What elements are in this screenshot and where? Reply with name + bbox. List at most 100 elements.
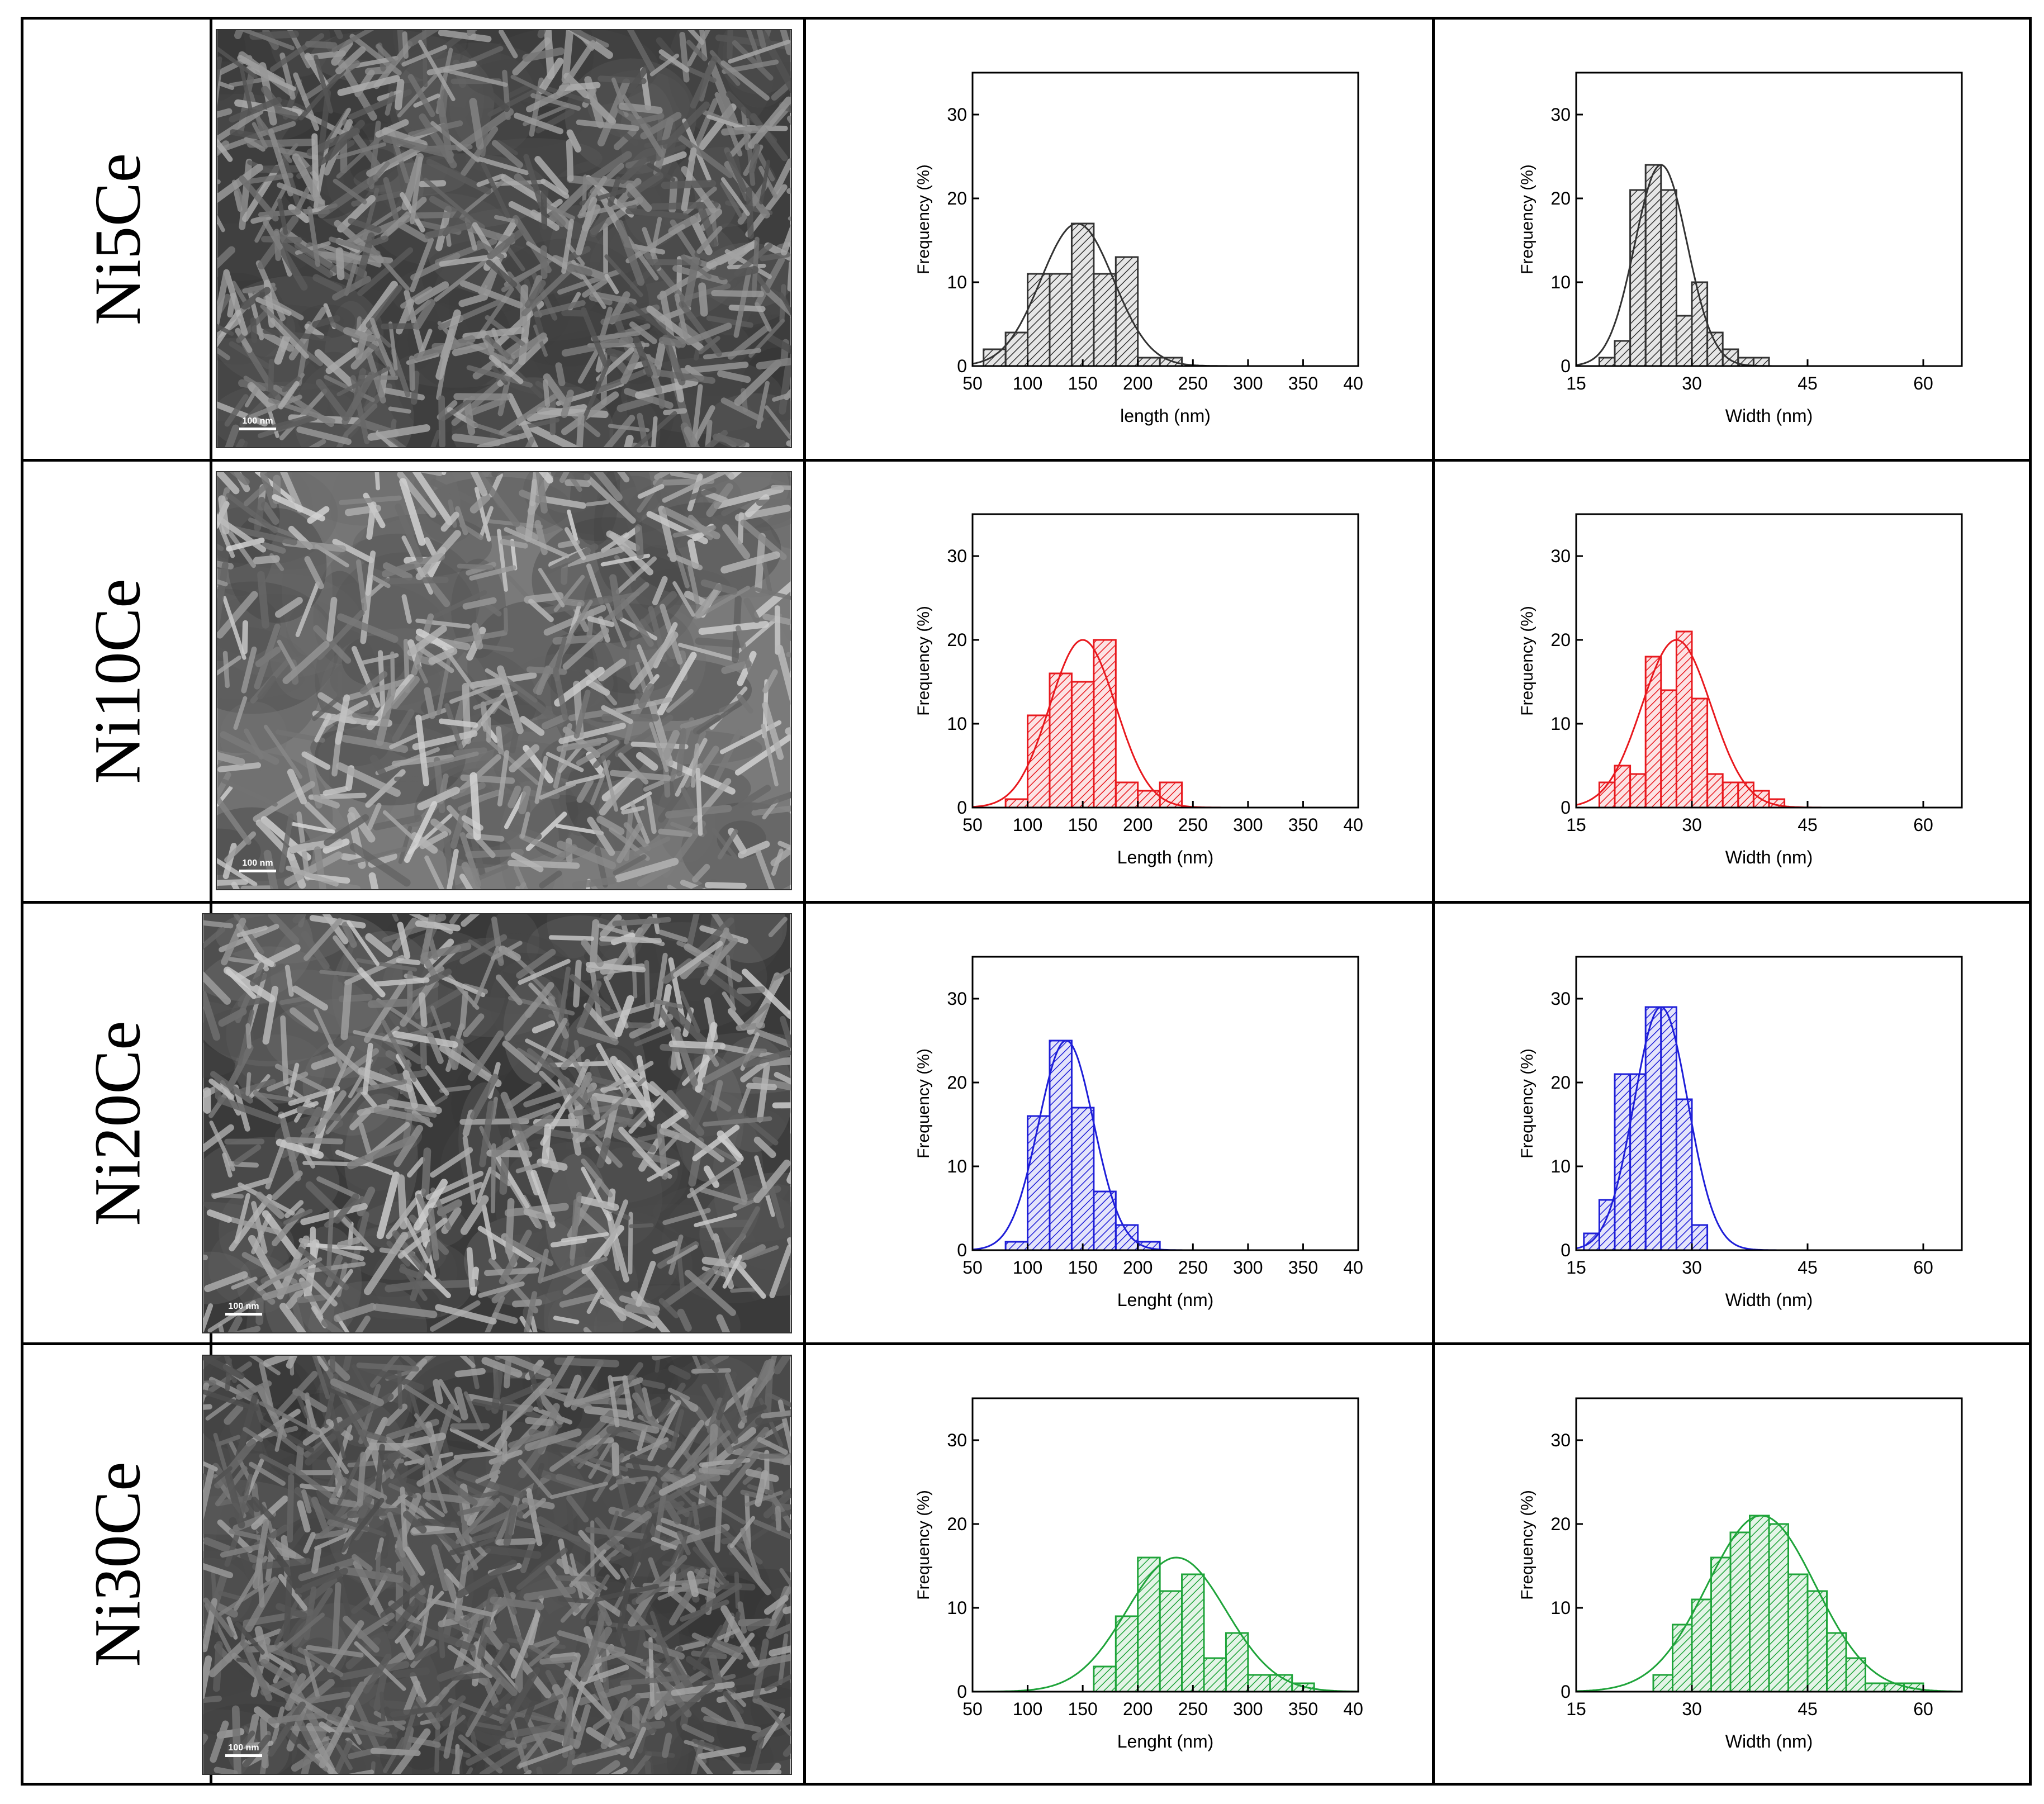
histogram-bar — [1660, 189, 1677, 367]
x-axis-label: Width (nm) — [1725, 1290, 1813, 1310]
histogram-bar — [1884, 1682, 1905, 1693]
histogram-bar — [1787, 1573, 1809, 1693]
histogram-bar — [1225, 1632, 1249, 1693]
histogram-bar — [1729, 1531, 1751, 1693]
x-tick-label: 350 — [1288, 1699, 1318, 1719]
x-axis-label: Width (nm) — [1725, 406, 1813, 426]
x-tick-label: 15 — [1566, 1257, 1586, 1278]
x-tick-label: 15 — [1566, 815, 1586, 835]
histogram-bar — [1181, 1573, 1205, 1693]
histogram-bar — [1598, 357, 1616, 367]
histogram-bar — [1247, 1674, 1271, 1693]
histogram-bar — [1865, 1682, 1886, 1693]
histogram-bar — [1629, 773, 1647, 809]
row-divider — [23, 901, 2029, 904]
y-tick-label: 20 — [1550, 1514, 1571, 1534]
plot-frame — [971, 1397, 1359, 1693]
y-tick-label: 0 — [957, 356, 967, 376]
histogram-bar — [1049, 273, 1073, 367]
sem-texture — [203, 914, 791, 1332]
y-tick-label: 30 — [1550, 1430, 1571, 1450]
histogram-bar — [1614, 765, 1632, 809]
histogram-bar — [1644, 656, 1662, 809]
histogram-length-ni30ce: 50 100 150 200 250 300 350 400 0 10 20 30 Lenght (nm… — [914, 1397, 1364, 1751]
y-tick-label: 0 — [957, 1240, 967, 1260]
sem-micrograph: 100 nm — [216, 29, 792, 448]
x-axis-label: length (nm) — [1120, 406, 1211, 426]
x-tick-label: 60 — [1913, 815, 1933, 835]
x-tick-label: 15 — [1566, 373, 1586, 393]
y-tick-label: 20 — [947, 1072, 967, 1093]
sem-texture — [217, 30, 791, 447]
histogram-bar — [1115, 781, 1139, 809]
y-tick-label: 20 — [1550, 1072, 1571, 1093]
x-tick-label: 250 — [1178, 815, 1208, 835]
histogram-bar — [1027, 273, 1051, 367]
x-tick-label: 300 — [1233, 815, 1263, 835]
sample-label: Ni10Ce — [81, 578, 154, 784]
y-tick-label: 10 — [947, 714, 967, 734]
scale-bar-line — [239, 870, 276, 872]
scale-bar: 100 nm — [239, 858, 276, 872]
x-tick-label: 200 — [1123, 373, 1153, 393]
histogram-bar — [1706, 773, 1724, 809]
x-tick-label: 300 — [1233, 1699, 1263, 1719]
histogram-length-ni10ce: 50 100 150 200 250 300 350 400 0 10 20 30 Length (nm… — [914, 513, 1364, 867]
sample-label: Ni20Ce — [81, 1020, 154, 1226]
histogram-bar — [983, 348, 1007, 367]
y-axis-label: Frequency (%) — [1518, 1490, 1536, 1600]
y-tick-label: 10 — [947, 272, 967, 292]
histogram-bar — [1675, 1098, 1693, 1251]
histogram-bar — [1049, 1039, 1073, 1251]
gaussian-fit-curve — [1576, 1515, 1962, 1693]
histogram-bar — [1660, 689, 1677, 809]
histogram-bar — [1093, 273, 1117, 367]
x-tick-label: 100 — [1013, 373, 1042, 393]
x-tick-label: 150 — [1068, 1257, 1097, 1278]
histogram-bar — [1749, 1515, 1770, 1693]
x-tick-label: 45 — [1798, 373, 1818, 393]
x-tick-label: 100 — [1013, 815, 1042, 835]
x-tick-label: 400 — [1343, 373, 1364, 393]
y-tick-label: 0 — [1561, 1240, 1571, 1260]
sem-micrograph: 100 nm — [202, 1355, 792, 1775]
y-tick-label: 20 — [1550, 630, 1571, 650]
x-tick-label: 250 — [1178, 373, 1208, 393]
y-tick-label: 10 — [1550, 272, 1571, 292]
histogram-bar — [1070, 681, 1095, 809]
x-tick-label: 50 — [962, 815, 983, 835]
histogram-bar — [1614, 340, 1632, 367]
x-tick-label: 300 — [1233, 373, 1263, 393]
y-axis-label: Frequency (%) — [914, 164, 933, 274]
x-axis-label: Width (nm) — [1725, 1731, 1813, 1751]
histogram-bar — [1710, 1556, 1732, 1693]
y-axis-label: Frequency (%) — [1518, 606, 1536, 716]
x-tick-label: 100 — [1013, 1699, 1042, 1719]
histogram-bar — [1093, 639, 1117, 809]
x-tick-label: 350 — [1288, 373, 1318, 393]
histogram-bar — [1070, 222, 1095, 367]
x-tick-label: 15 — [1566, 1699, 1586, 1719]
histogram-bar — [1826, 1632, 1847, 1693]
histogram-bar — [1629, 1073, 1647, 1251]
x-tick-label: 45 — [1798, 815, 1818, 835]
x-tick-label: 30 — [1682, 815, 1702, 835]
column-divider — [803, 20, 806, 1783]
row-divider — [23, 459, 2029, 462]
scale-bar-label: 100 nm — [242, 858, 273, 868]
histogram-bar — [1137, 357, 1161, 367]
sem-micrograph: 100 nm — [216, 471, 792, 890]
y-tick-label: 10 — [1550, 714, 1571, 734]
histogram-bar — [1159, 1590, 1183, 1693]
histogram-bar — [1159, 357, 1183, 367]
x-tick-label: 50 — [962, 1699, 983, 1719]
sample-label: Ni30Ce — [81, 1461, 154, 1667]
figure-table: Ni5Ce Ni10Ce Ni20Ce Ni30Ce — [21, 17, 2032, 1786]
y-tick-label: 20 — [1550, 188, 1571, 208]
x-tick-label: 100 — [1013, 1257, 1042, 1278]
plot-frame — [971, 956, 1359, 1251]
scale-bar-line — [225, 1754, 262, 1757]
x-tick-label: 45 — [1798, 1257, 1818, 1278]
y-axis-label: Frequency (%) — [1518, 164, 1536, 274]
y-axis-label: Frequency (%) — [1518, 1048, 1536, 1159]
